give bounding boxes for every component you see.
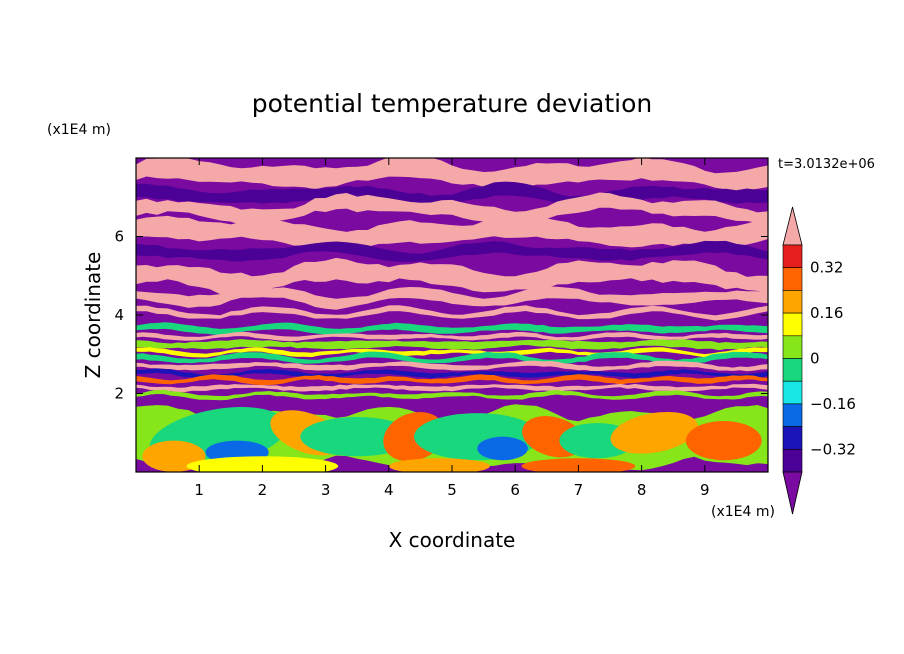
x-tick-label: 3 <box>321 481 331 499</box>
field-band <box>136 305 768 321</box>
x-axis-unit: (x1E4 m) <box>711 504 775 520</box>
field-eddy <box>610 411 698 454</box>
field-layers <box>136 158 768 472</box>
colorbar-extend-min <box>782 471 803 515</box>
field-eddy <box>186 456 339 472</box>
field-band <box>136 374 768 385</box>
y-axis-unit: (x1E4 m) <box>47 122 111 138</box>
field-band <box>136 257 768 296</box>
field-band <box>136 322 768 335</box>
y-tick-label: 6 <box>114 228 124 246</box>
colorbar-box <box>782 267 803 291</box>
x-tick-label: 9 <box>700 481 710 499</box>
x-tick-label: 7 <box>574 481 584 499</box>
colorbar-box <box>782 403 803 427</box>
field-band <box>136 368 768 379</box>
colorbar-box <box>782 312 803 337</box>
x-tick-label: 1 <box>194 481 204 499</box>
chart-title: potential temperature deviation <box>252 89 652 118</box>
field-band <box>136 389 768 401</box>
colorbar: 0.32 0.16 0 −0.16 −0.32 <box>782 206 856 515</box>
colorbar-box <box>782 358 803 382</box>
field-band <box>136 339 768 351</box>
x-tick-label: 2 <box>258 481 268 499</box>
field-eddy <box>388 458 490 472</box>
field-band <box>136 331 768 341</box>
colorbar-label: 0.32 <box>810 259 843 277</box>
field-band <box>136 215 768 248</box>
x-tick-label: 4 <box>384 481 394 499</box>
x-tick-label: 5 <box>447 481 457 499</box>
colorbar-box <box>782 244 803 269</box>
colorbar-box <box>782 335 803 359</box>
x-axis-ticks: 1 2 3 4 5 6 7 8 9 <box>194 158 710 499</box>
field-band <box>136 286 768 310</box>
plot-field <box>136 158 768 472</box>
y-tick-label: 2 <box>114 385 124 403</box>
colorbar-extend-max <box>782 206 803 246</box>
y-tick-label: 4 <box>114 306 124 324</box>
field-eddy <box>477 436 528 461</box>
field-band <box>136 158 768 191</box>
field-band <box>136 383 768 393</box>
colorbar-box <box>782 380 803 405</box>
x-axis-label: X coordinate <box>389 528 516 552</box>
colorbar-label: −0.16 <box>810 395 856 413</box>
field-band <box>136 192 768 226</box>
x-tick-label: 6 <box>510 481 520 499</box>
y-axis-ticks: 2 4 6 <box>114 228 768 403</box>
field-band <box>136 360 768 372</box>
colorbar-label: 0.16 <box>810 304 843 322</box>
field-eddy <box>685 420 762 461</box>
field-band <box>136 351 768 365</box>
y-axis-label: Z coordinate <box>81 252 105 379</box>
x-tick-label: 8 <box>637 481 647 499</box>
time-label: t=3.0132e+06 <box>778 157 875 172</box>
colorbar-box <box>782 426 803 450</box>
colorbar-box <box>782 448 803 473</box>
colorbar-label: 0 <box>810 350 820 368</box>
colorbar-box <box>782 290 803 314</box>
field-band <box>136 240 768 262</box>
colorbar-label: −0.32 <box>810 440 856 458</box>
